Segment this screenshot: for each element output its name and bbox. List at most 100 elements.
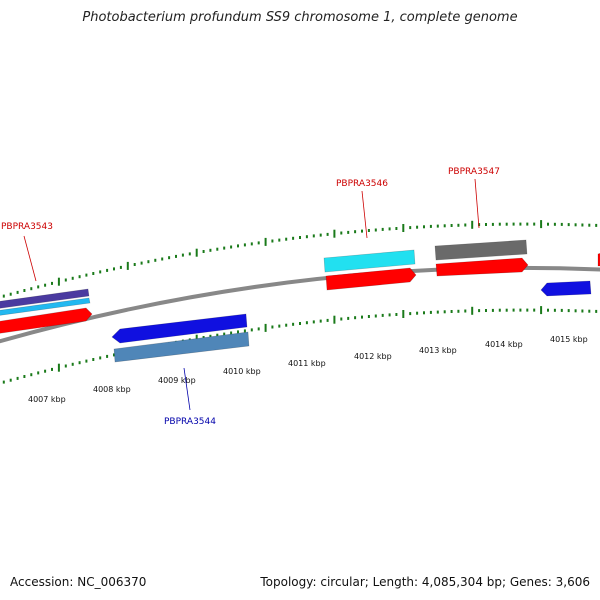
minor-tick bbox=[457, 223, 460, 227]
gene-label-pbpra3544[interactable]: PBPRA3544 bbox=[164, 417, 216, 427]
minor-tick bbox=[547, 222, 549, 226]
minor-tick bbox=[209, 334, 212, 338]
minor-tick bbox=[491, 222, 494, 226]
minor-tick bbox=[457, 309, 460, 313]
minor-tick bbox=[278, 324, 281, 328]
feature-blue-pbpra3544[interactable] bbox=[111, 313, 248, 344]
minor-tick bbox=[16, 376, 19, 380]
minor-tick bbox=[9, 378, 12, 382]
minor-tick bbox=[512, 308, 515, 312]
feature-cyan-pbpra3546[interactable] bbox=[323, 249, 416, 273]
minor-tick bbox=[547, 308, 549, 312]
minor-tick bbox=[257, 327, 260, 331]
gene-label-pbpra3547[interactable]: PBPRA3547 bbox=[448, 167, 500, 177]
minor-tick bbox=[340, 317, 343, 321]
minor-tick bbox=[285, 237, 288, 241]
feature-purple[interactable] bbox=[0, 288, 90, 309]
minor-tick bbox=[374, 314, 377, 318]
minor-tick bbox=[2, 294, 5, 298]
minor-tick bbox=[2, 380, 5, 384]
minor-tick bbox=[312, 234, 315, 238]
minor-tick bbox=[491, 308, 494, 312]
minor-tick bbox=[161, 257, 164, 261]
minor-tick bbox=[340, 231, 343, 235]
feature-gray-pbpra3547[interactable] bbox=[434, 239, 528, 261]
leader-pbpra3547 bbox=[474, 178, 480, 229]
minor-tick bbox=[78, 361, 81, 365]
minor-tick bbox=[292, 236, 295, 240]
minor-tick bbox=[319, 233, 322, 237]
feature-red-left[interactable] bbox=[0, 307, 93, 334]
minor-tick bbox=[92, 358, 95, 361]
major-tick bbox=[540, 220, 543, 229]
minor-tick bbox=[416, 225, 419, 229]
feature-lightblue[interactable] bbox=[0, 297, 91, 316]
minor-tick bbox=[216, 247, 219, 251]
major-tick bbox=[195, 248, 198, 257]
minor-tick bbox=[312, 320, 315, 324]
major-tick bbox=[264, 323, 267, 332]
minor-tick bbox=[305, 235, 308, 239]
minor-tick bbox=[44, 283, 47, 287]
minor-tick bbox=[71, 276, 74, 280]
minor-tick bbox=[595, 223, 598, 227]
minor-tick bbox=[526, 222, 529, 226]
minor-tick bbox=[326, 318, 329, 322]
feature-blue-right[interactable] bbox=[540, 280, 592, 297]
label-leaders bbox=[23, 178, 480, 411]
major-tick bbox=[471, 220, 474, 229]
minor-tick bbox=[361, 315, 363, 319]
chromosome-backbone bbox=[0, 265, 600, 344]
gene-label-pbpra3543[interactable]: PBPRA3543 bbox=[1, 222, 53, 232]
minor-tick bbox=[299, 322, 301, 325]
minor-tick bbox=[567, 309, 570, 313]
minor-tick bbox=[168, 256, 171, 260]
minor-tick bbox=[519, 222, 522, 226]
minor-tick bbox=[395, 313, 398, 316]
minor-tick bbox=[147, 260, 150, 264]
minor-tick bbox=[347, 316, 350, 320]
minor-tick bbox=[285, 323, 288, 327]
minor-tick bbox=[133, 263, 136, 266]
feature-red-pbpra3546[interactable] bbox=[325, 267, 417, 291]
minor-tick bbox=[498, 222, 501, 226]
minor-tick bbox=[99, 270, 102, 274]
minor-tick bbox=[85, 273, 88, 277]
minor-tick bbox=[443, 310, 446, 314]
minor-tick bbox=[443, 224, 446, 228]
minor-tick bbox=[113, 353, 115, 357]
minor-tick bbox=[92, 272, 95, 275]
feature-red-pbpra3547[interactable] bbox=[435, 257, 529, 277]
minor-tick bbox=[588, 223, 591, 227]
minor-tick bbox=[526, 308, 529, 312]
minor-tick bbox=[51, 367, 53, 371]
minor-tick bbox=[560, 222, 563, 226]
minor-tick bbox=[202, 336, 205, 339]
minor-tick bbox=[51, 281, 53, 285]
minor-tick bbox=[23, 289, 26, 292]
major-tick bbox=[333, 315, 336, 324]
accession-text: Accession: NC_006370 bbox=[10, 575, 147, 589]
minor-tick bbox=[436, 224, 439, 228]
gene-label-pbpra3546[interactable]: PBPRA3546 bbox=[336, 179, 388, 189]
minor-tick bbox=[223, 332, 226, 336]
minor-tick bbox=[271, 325, 274, 329]
minor-tick bbox=[354, 230, 357, 234]
minor-tick bbox=[361, 229, 363, 233]
minor-tick bbox=[305, 321, 308, 325]
scale-label: 4015 kbp bbox=[550, 335, 588, 344]
minor-tick bbox=[423, 311, 425, 315]
major-tick bbox=[264, 237, 267, 246]
minor-tick bbox=[553, 308, 556, 312]
minor-tick bbox=[416, 311, 419, 315]
minor-tick bbox=[505, 222, 508, 226]
scale-label: 4013 kbp bbox=[419, 346, 457, 355]
minor-tick bbox=[230, 331, 233, 335]
scale-label: 4007 kbp bbox=[28, 395, 66, 404]
minor-tick bbox=[209, 248, 212, 252]
minor-tick bbox=[237, 330, 239, 334]
feature-steel-pbpra3544[interactable] bbox=[113, 331, 250, 363]
minor-tick bbox=[64, 364, 67, 368]
minor-tick bbox=[250, 328, 253, 332]
minor-tick bbox=[581, 223, 584, 227]
